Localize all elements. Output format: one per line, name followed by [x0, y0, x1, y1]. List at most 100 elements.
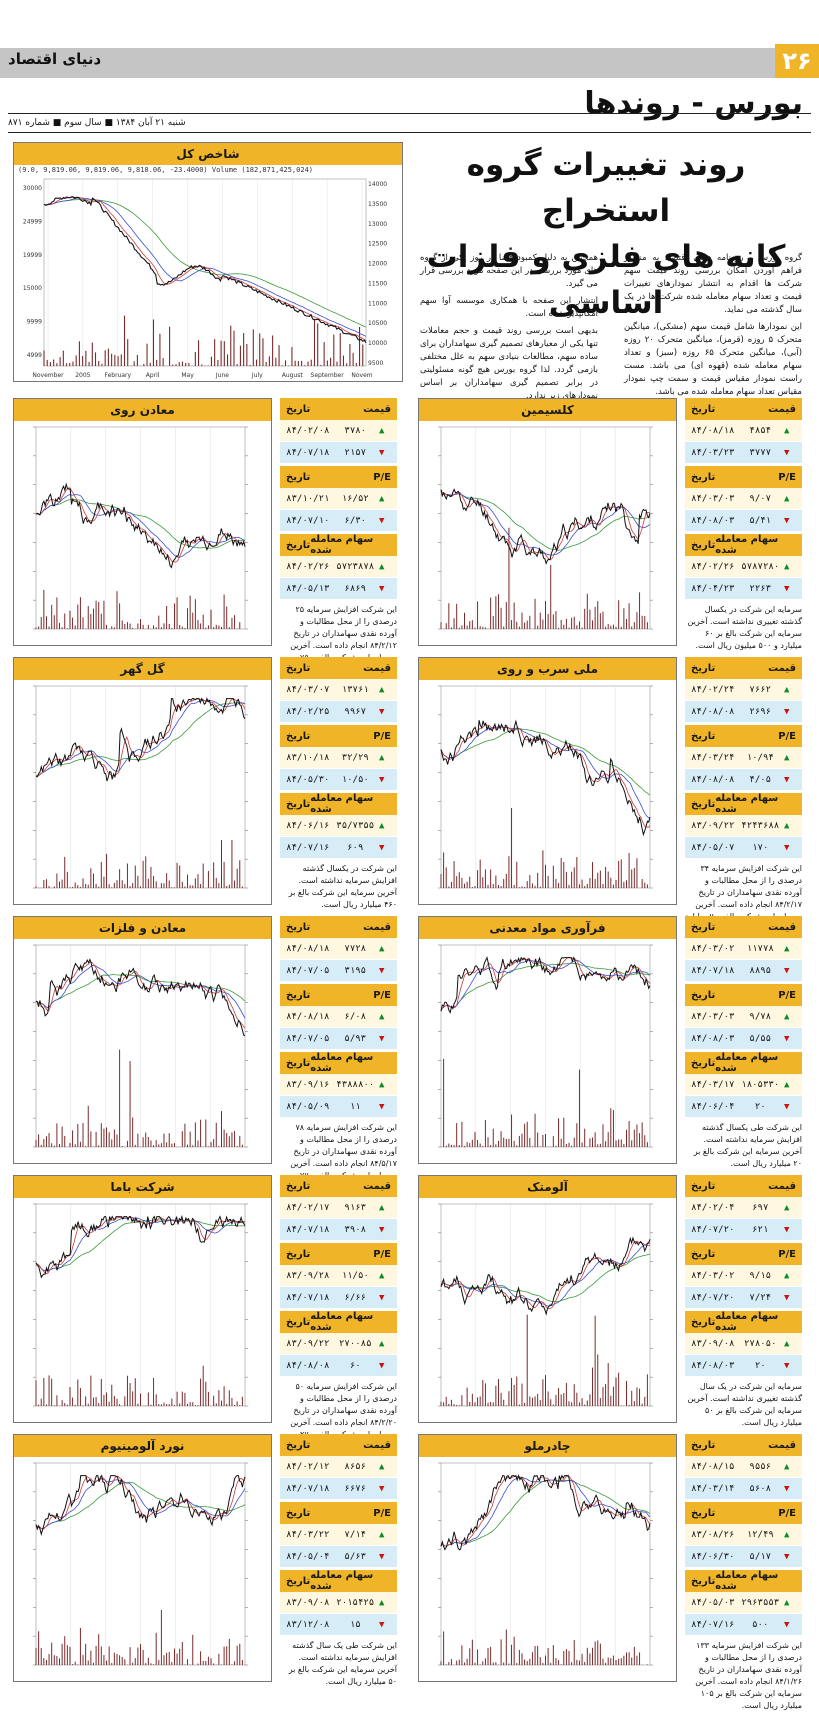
stats-value: ۲۰۱۵۴۲۵: [336, 1597, 375, 1608]
price-line: [440, 488, 651, 565]
triangle-up-icon: ▲: [784, 1011, 790, 1022]
triangle-up-icon: ▲: [784, 561, 790, 572]
triangle-down-icon: ▼: [784, 1224, 790, 1235]
stats-value: ۹۹۶۷: [344, 706, 367, 717]
triangle-up-icon: ▲: [379, 1079, 385, 1090]
company-title: ملی سرب و روی: [419, 658, 676, 680]
triangle-up-icon: ▲: [379, 1529, 385, 1540]
header-date: تاریخ: [286, 1248, 311, 1260]
ma5-line: [440, 957, 651, 1012]
x-tick-label: Novem: [351, 372, 372, 379]
header-label: سهام معامله شده: [715, 1052, 779, 1074]
y-left-tick-label: 9999: [27, 319, 42, 326]
y-right-tick-label: 12500: [368, 241, 387, 248]
stats-date: ۸۴/۰۵/۱۳: [286, 583, 330, 594]
stats-pe-table: تاریخ P/E ۸۳/۱۰/۲۱ ۱۶/۵۲ ▲ ۸۴/۰۷/۱۰ ۶/۳۰ …: [280, 466, 397, 532]
stats-value: ۱۶/۵۲: [341, 493, 369, 504]
stats-value: ۶۸۶۹: [344, 583, 367, 594]
article-paragraph: گروه بورس - روزنامه دنیای اقتصاد به منظو…: [624, 253, 802, 315]
stats-date: ۸۳/۰۹/۱۶: [286, 1079, 330, 1090]
stats-row: ۸۴/۰۲/۱۷ ۹۱۶۳ ▲: [280, 1197, 397, 1219]
stats-row: ۸۴/۰۵/۰۷ ۱۷۰ ▼: [685, 837, 802, 859]
triangle-down-icon: ▼: [379, 583, 385, 594]
header-label: سهام معامله شده: [310, 1311, 374, 1333]
stats-header: تاریخ سهام معامله شده: [280, 534, 397, 556]
stats-row: ۸۴/۰۴/۲۳ ۲۲۶۳ ▼: [685, 578, 802, 600]
stats-vol-table: تاریخ سهام معامله شده ۸۳/۰۹/۱۶ ۴۳۸۸۸۰۰ ▲ …: [280, 1052, 397, 1118]
ma5-line: [35, 1216, 246, 1274]
stats-value: ۵/۶۳: [344, 1551, 367, 1562]
triangle-up-icon: ▲: [784, 684, 790, 695]
ma65-line: [35, 702, 246, 777]
stats-value: ۱۸۰۵۳۳۰: [741, 1079, 780, 1090]
stats-row: ۸۴/۰۳/۰۲ ۱۱۷۷۸ ▲: [685, 938, 802, 960]
stats-value: ۶۰: [349, 1360, 361, 1371]
stats-value: ۲۰: [754, 1360, 766, 1371]
article-paragraph: همچنین به دلیل کمبود فضا در روز یکی از گ…: [420, 253, 598, 289]
stats-value: ۶۹۷: [752, 1202, 769, 1213]
stats-date: ۸۴/۰۳/۰۳: [691, 493, 735, 504]
article-col-left: همچنین به دلیل کمبود فضا در روز یکی از گ…: [420, 252, 598, 403]
stats-value: ۳۲/۲۹: [341, 752, 369, 763]
triangle-down-icon: ▼: [379, 1619, 385, 1630]
triangle-down-icon: ▼: [379, 1033, 385, 1044]
stats-row: ۸۴/۰۸/۰۳ ۲۰ ▼: [685, 1355, 802, 1377]
triangle-up-icon: ▲: [784, 1529, 790, 1540]
header-label: قیمت: [768, 1439, 796, 1451]
header-date: تاریخ: [286, 921, 311, 933]
triangle-up-icon: ▲: [379, 1011, 385, 1022]
stats-value: ۳۹۰۸: [344, 1224, 367, 1235]
header-label: قیمت: [768, 1180, 796, 1192]
stats-value: ۱۱۷۷۸: [746, 943, 774, 954]
stats-value: ۳۱۹۵: [344, 965, 367, 976]
triangle-up-icon: ▲: [379, 684, 385, 695]
y-left-tick-label: 19999: [23, 252, 42, 259]
ma65-line: [35, 1481, 246, 1530]
y-right-tick-label: 13000: [368, 221, 387, 228]
index-line: [43, 196, 367, 344]
stats-price-table: تاریخ قیمت ۸۴/۰۲/۲۴ ۷۶۶۲ ▲ ۸۴/۰۸/۰۸ ۲۶۹۶ …: [685, 657, 802, 723]
header-date: تاریخ: [286, 1316, 311, 1328]
stats-date: ۸۳/۰۹/۰۸: [286, 1597, 330, 1608]
header-label: سهام معامله شده: [310, 1570, 374, 1592]
stats-date: ۸۴/۰۷/۱۸: [286, 447, 330, 458]
header-label: سهام معامله شده: [715, 1570, 779, 1592]
stats-date: ۸۴/۰۳/۲۴: [691, 752, 735, 763]
triangle-up-icon: ▲: [379, 1338, 385, 1349]
capital-note: این شرکت افزایش سرمایه ۱۳۳ درصدی را از م…: [695, 1641, 802, 1710]
index-chart: 30000 24999 19999 15000 9999 4999 14000 13500 13…: [23, 178, 387, 379]
ma20-line: [35, 1478, 246, 1530]
stats-pe-table: تاریخ P/E ۸۳/۰۸/۲۶ ۱۲/۴۹ ▲ ۸۴/۰۶/۳۰ ۵/۱۷ …: [685, 1502, 802, 1568]
stats-row: ۸۴/۰۷/۱۸ ۲۱۵۷ ▼: [280, 442, 397, 464]
stats-row: ۸۴/۰۵/۳۰ ۱۰/۵۰ ▼: [280, 769, 397, 791]
price-line: [440, 956, 651, 1014]
stats-value: ۱۳۷۶۱: [341, 684, 369, 695]
stats-row: ۸۳/۰۹/۲۲ ۴۲۴۳۶۸۸ ▲: [685, 815, 802, 837]
triangle-down-icon: ▼: [379, 1483, 385, 1494]
header-date: تاریخ: [691, 1575, 716, 1587]
header-label: P/E: [778, 471, 796, 483]
stats-row: ۸۴/۰۸/۱۸ ۶/۰۸ ▲: [280, 1006, 397, 1028]
stats-date: ۸۴/۰۷/۲۰: [691, 1292, 735, 1303]
stats-value: ۴/۰۵: [749, 774, 772, 785]
company-chart-panel: شرکت باما: [13, 1175, 272, 1423]
header-date: تاریخ: [286, 1439, 311, 1451]
header-date: تاریخ: [691, 539, 716, 551]
triangle-down-icon: ▼: [784, 965, 790, 976]
stats-row: ۸۴/۰۷/۱۶ ۶۰۹ ▼: [280, 837, 397, 859]
stats-row: ۸۳/۰۹/۲۸ ۱۱/۵۰ ▲: [280, 1265, 397, 1287]
x-tick-label: June: [215, 372, 229, 379]
triangle-down-icon: ▼: [784, 1360, 790, 1371]
stats-value: ۸۶۵۶: [344, 1461, 367, 1472]
ma65-line: [440, 728, 651, 796]
stats-vol-table: تاریخ سهام معامله شده ۸۳/۰۹/۰۸ ۲۷۸۰۵۰ ▲ ۸…: [685, 1311, 802, 1377]
stats-pe-table: تاریخ P/E ۸۴/۰۳/۰۳ ۹/۰۷ ▲ ۸۴/۰۸/۰۳ ۵/۴۱ ▼: [685, 466, 802, 532]
stats-header: تاریخ P/E: [280, 466, 397, 488]
stats-date: ۸۴/۰۷/۰۵: [286, 965, 330, 976]
stats-date: ۸۴/۰۲/۰۸: [286, 425, 330, 436]
header-date: تاریخ: [286, 1575, 311, 1587]
triangle-down-icon: ▼: [379, 1360, 385, 1371]
stats-header: تاریخ سهام معامله شده: [685, 1570, 802, 1592]
header-date: تاریخ: [691, 921, 716, 933]
stats-value: ۴۲۴۳۶۸۸: [741, 820, 780, 831]
